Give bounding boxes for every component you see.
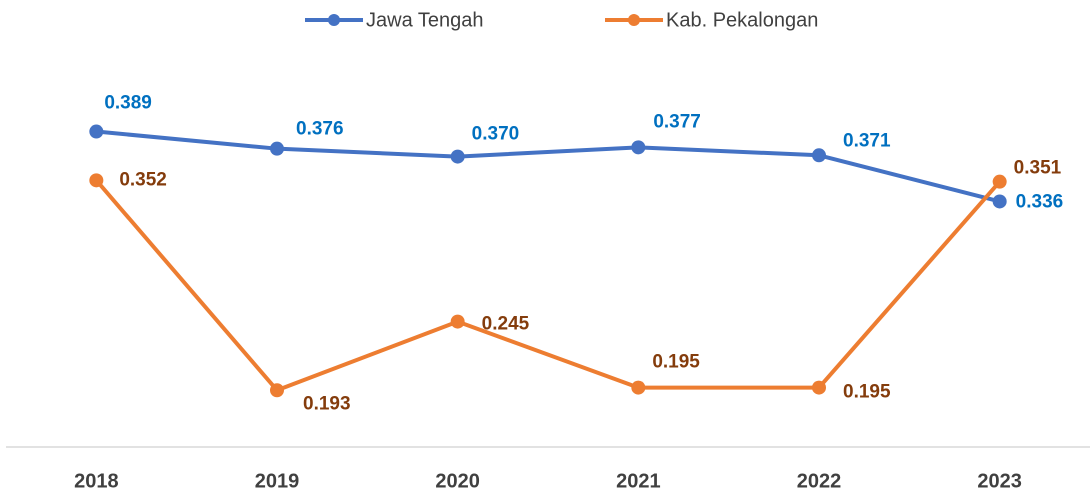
data-label: 0.195 [843,382,891,403]
data-point [450,314,465,329]
data-point [812,148,826,163]
x-tick-label: 2019 [255,470,300,492]
data-point [631,140,646,155]
data-label: 0.351 [1014,158,1062,179]
data-point [992,194,1007,209]
data-point [89,124,104,139]
x-tick-label: 2021 [616,470,661,492]
series-line [94,179,1002,393]
data-point [450,149,465,164]
data-point [89,173,104,188]
data-label: 0.377 [653,111,701,132]
data-point [270,383,284,398]
data-point [992,174,1007,189]
data-label: 0.352 [119,169,167,190]
x-tick-label: 2020 [435,470,480,492]
data-point [812,380,826,395]
data-point [631,380,646,395]
legend-text: Jawa Tengah [366,9,484,31]
x-tick-label: 2023 [977,470,1022,492]
data-label: 0.195 [652,352,700,373]
data-label: 0.193 [303,393,351,414]
data-label: 0.371 [843,130,891,151]
data-label: 0.389 [104,93,152,114]
data-label: 0.376 [296,119,344,140]
data-point [270,141,284,156]
legend-marker [628,14,640,26]
data-label: 0.370 [472,124,520,145]
series-line [96,129,1001,204]
x-tick-label: 2022 [797,470,842,492]
data-label: 0.336 [1016,191,1064,212]
data-label: 0.245 [482,314,530,335]
x-tick-label: 2018 [74,470,119,492]
legend-text: Kab. Pekalongan [666,9,818,31]
legend-marker [328,14,340,26]
